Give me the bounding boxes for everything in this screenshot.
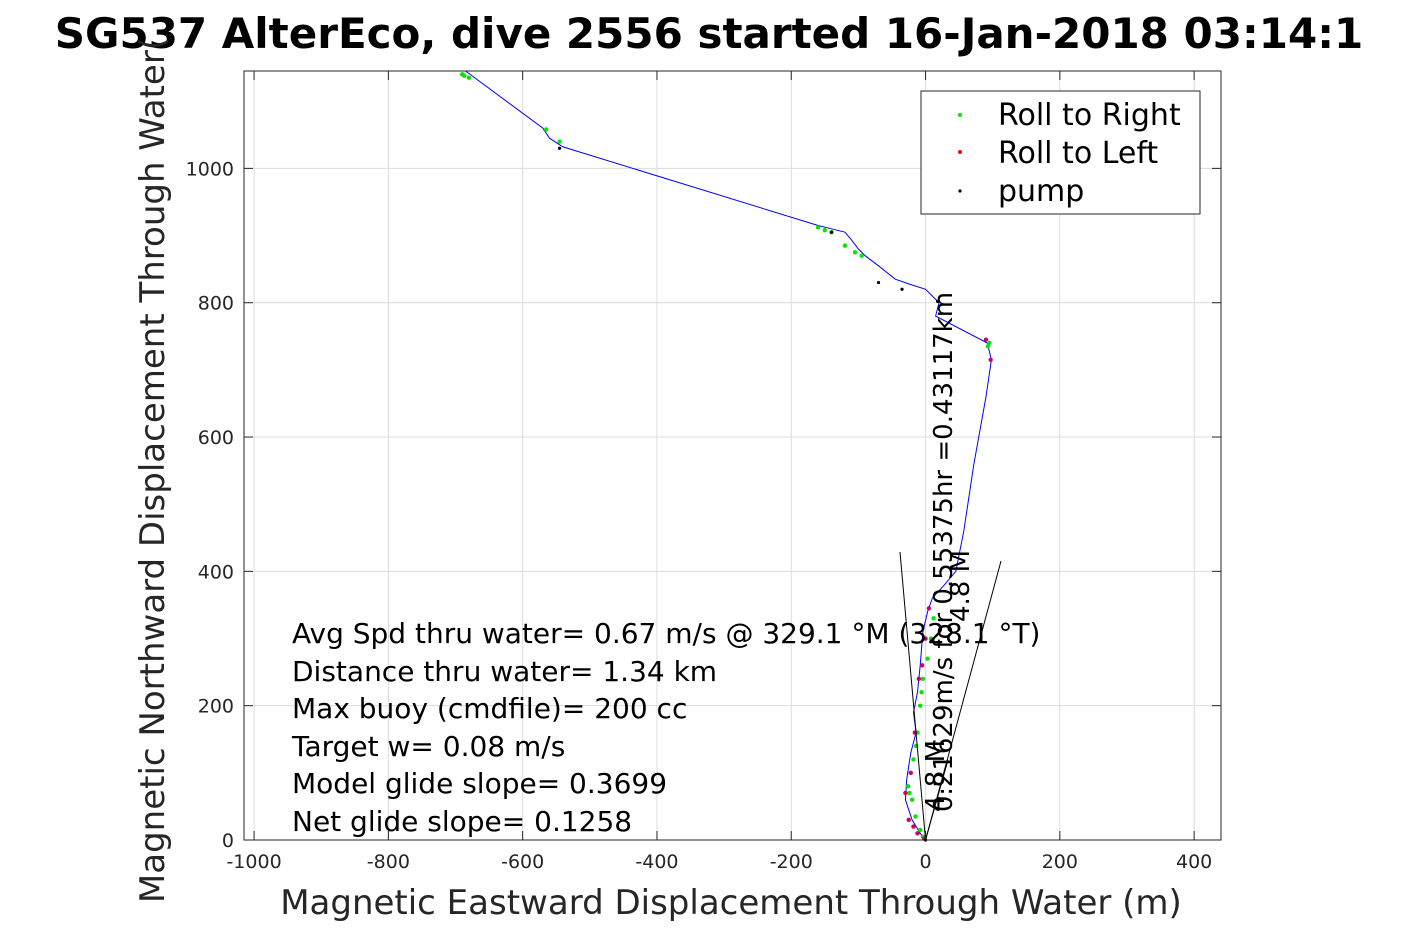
point-roll-left [915,831,920,836]
y-tick-label: 400 [198,561,234,583]
plot-border [243,70,1222,841]
point-roll-left [906,817,911,823]
point-roll-right [920,676,926,682]
legend-marker-roll-right [958,113,962,117]
legend-marker-roll-left [958,150,962,154]
y-tick-label: 0 [222,830,234,852]
legend: Roll to Right Roll to Left pump [920,90,1201,215]
stat-max-buoy: Max buoy (cmdfile)= 200 cc [292,692,687,725]
y-tick-label: 200 [198,696,234,718]
point-roll-right [815,225,821,230]
legend-label-roll-right: Roll to Right [998,98,1181,133]
point-roll-right [987,340,992,346]
stats-block: Avg Spd thru water= 0.67 m/s @ 329.1 °M … [291,617,1040,838]
annotation-heading-upper: 4.8 M [946,550,976,622]
current-vector-line [925,759,949,841]
point-pump [829,230,834,234]
point-roll-right [925,656,930,661]
point-roll-right [917,703,923,708]
legend-label-pump: pump [998,174,1084,209]
x-tick-label: 400 [1176,851,1212,873]
point-roll-right [931,616,936,621]
point-roll-right [557,139,562,144]
point-roll-left [916,676,922,682]
point-pump [936,299,940,303]
x-tick-label: -600 [501,851,544,873]
x-tick-label: 200 [1042,851,1078,873]
point-roll-left [908,770,913,776]
point-roll-left [911,824,916,829]
point-pump [557,146,562,150]
point-roll-right [985,344,991,349]
x-axis-label: Magnetic Eastward Displacement Through W… [280,883,1182,923]
point-roll-left [983,337,989,342]
point-roll-left [988,357,993,362]
point-roll-left [919,663,925,668]
point-roll-right [917,827,923,833]
y-tick-label: 600 [198,427,234,449]
point-roll-right [842,243,848,248]
point-roll-right [822,227,828,233]
y-tick-label: 1000 [186,158,234,180]
x-tick-label: 0 [920,851,932,873]
y-tick-label: 800 [198,293,234,315]
point-roll-right [852,250,858,255]
point-roll-right [466,75,472,80]
point-roll-right [859,253,864,258]
point-roll-right [907,790,912,796]
point-pump [876,280,881,285]
point-pump [900,287,904,291]
legend-box [920,90,1201,215]
annotation-current: 0.21629m/s for 0.55375hr =0.43117km [929,292,959,812]
point-roll-left [923,636,928,641]
point-roll-right [462,73,467,78]
x-tick-label: -400 [635,851,678,873]
point-roll-left [903,790,908,796]
x-tick-label: -200 [770,851,813,873]
x-tick-label: -1000 [226,851,281,873]
point-roll-right [919,690,924,695]
annotation-heading-lower: 4.8 M [921,740,951,812]
point-roll-right [909,797,915,802]
y-axis-label: Magnetic Northward Displacement Through … [133,37,173,903]
chart-title: SG537 AlterEco, dive 2556 started 16-Jan… [55,9,1363,58]
point-roll-right [911,757,916,762]
point-roll-left [926,606,932,611]
heading-wedge-line [899,551,927,841]
point-roll-right [913,814,918,819]
x-tick-label: -800 [367,851,410,873]
stat-avg-speed: Avg Spd thru water= 0.67 m/s @ 329.1 °M … [292,617,1040,650]
point-roll-right [905,784,911,789]
point-roll-right [928,636,934,641]
legend-marker-pump [958,189,962,193]
stat-target-w: Target w= 0.08 m/s [291,730,565,763]
ticks: -1000 -800 -600 -400 -200 0 200 400 0 200 400 600 80… [186,71,1221,873]
stat-distance: Distance thru water= 1.34 km [292,655,717,688]
stat-model-glide: Model glide slope= 0.3699 [292,767,667,800]
point-roll-right [543,127,549,132]
stat-net-glide: Net glide slope= 0.1258 [292,805,632,838]
data-layer [460,70,993,842]
legend-label-roll-left: Roll to Left [998,136,1158,171]
